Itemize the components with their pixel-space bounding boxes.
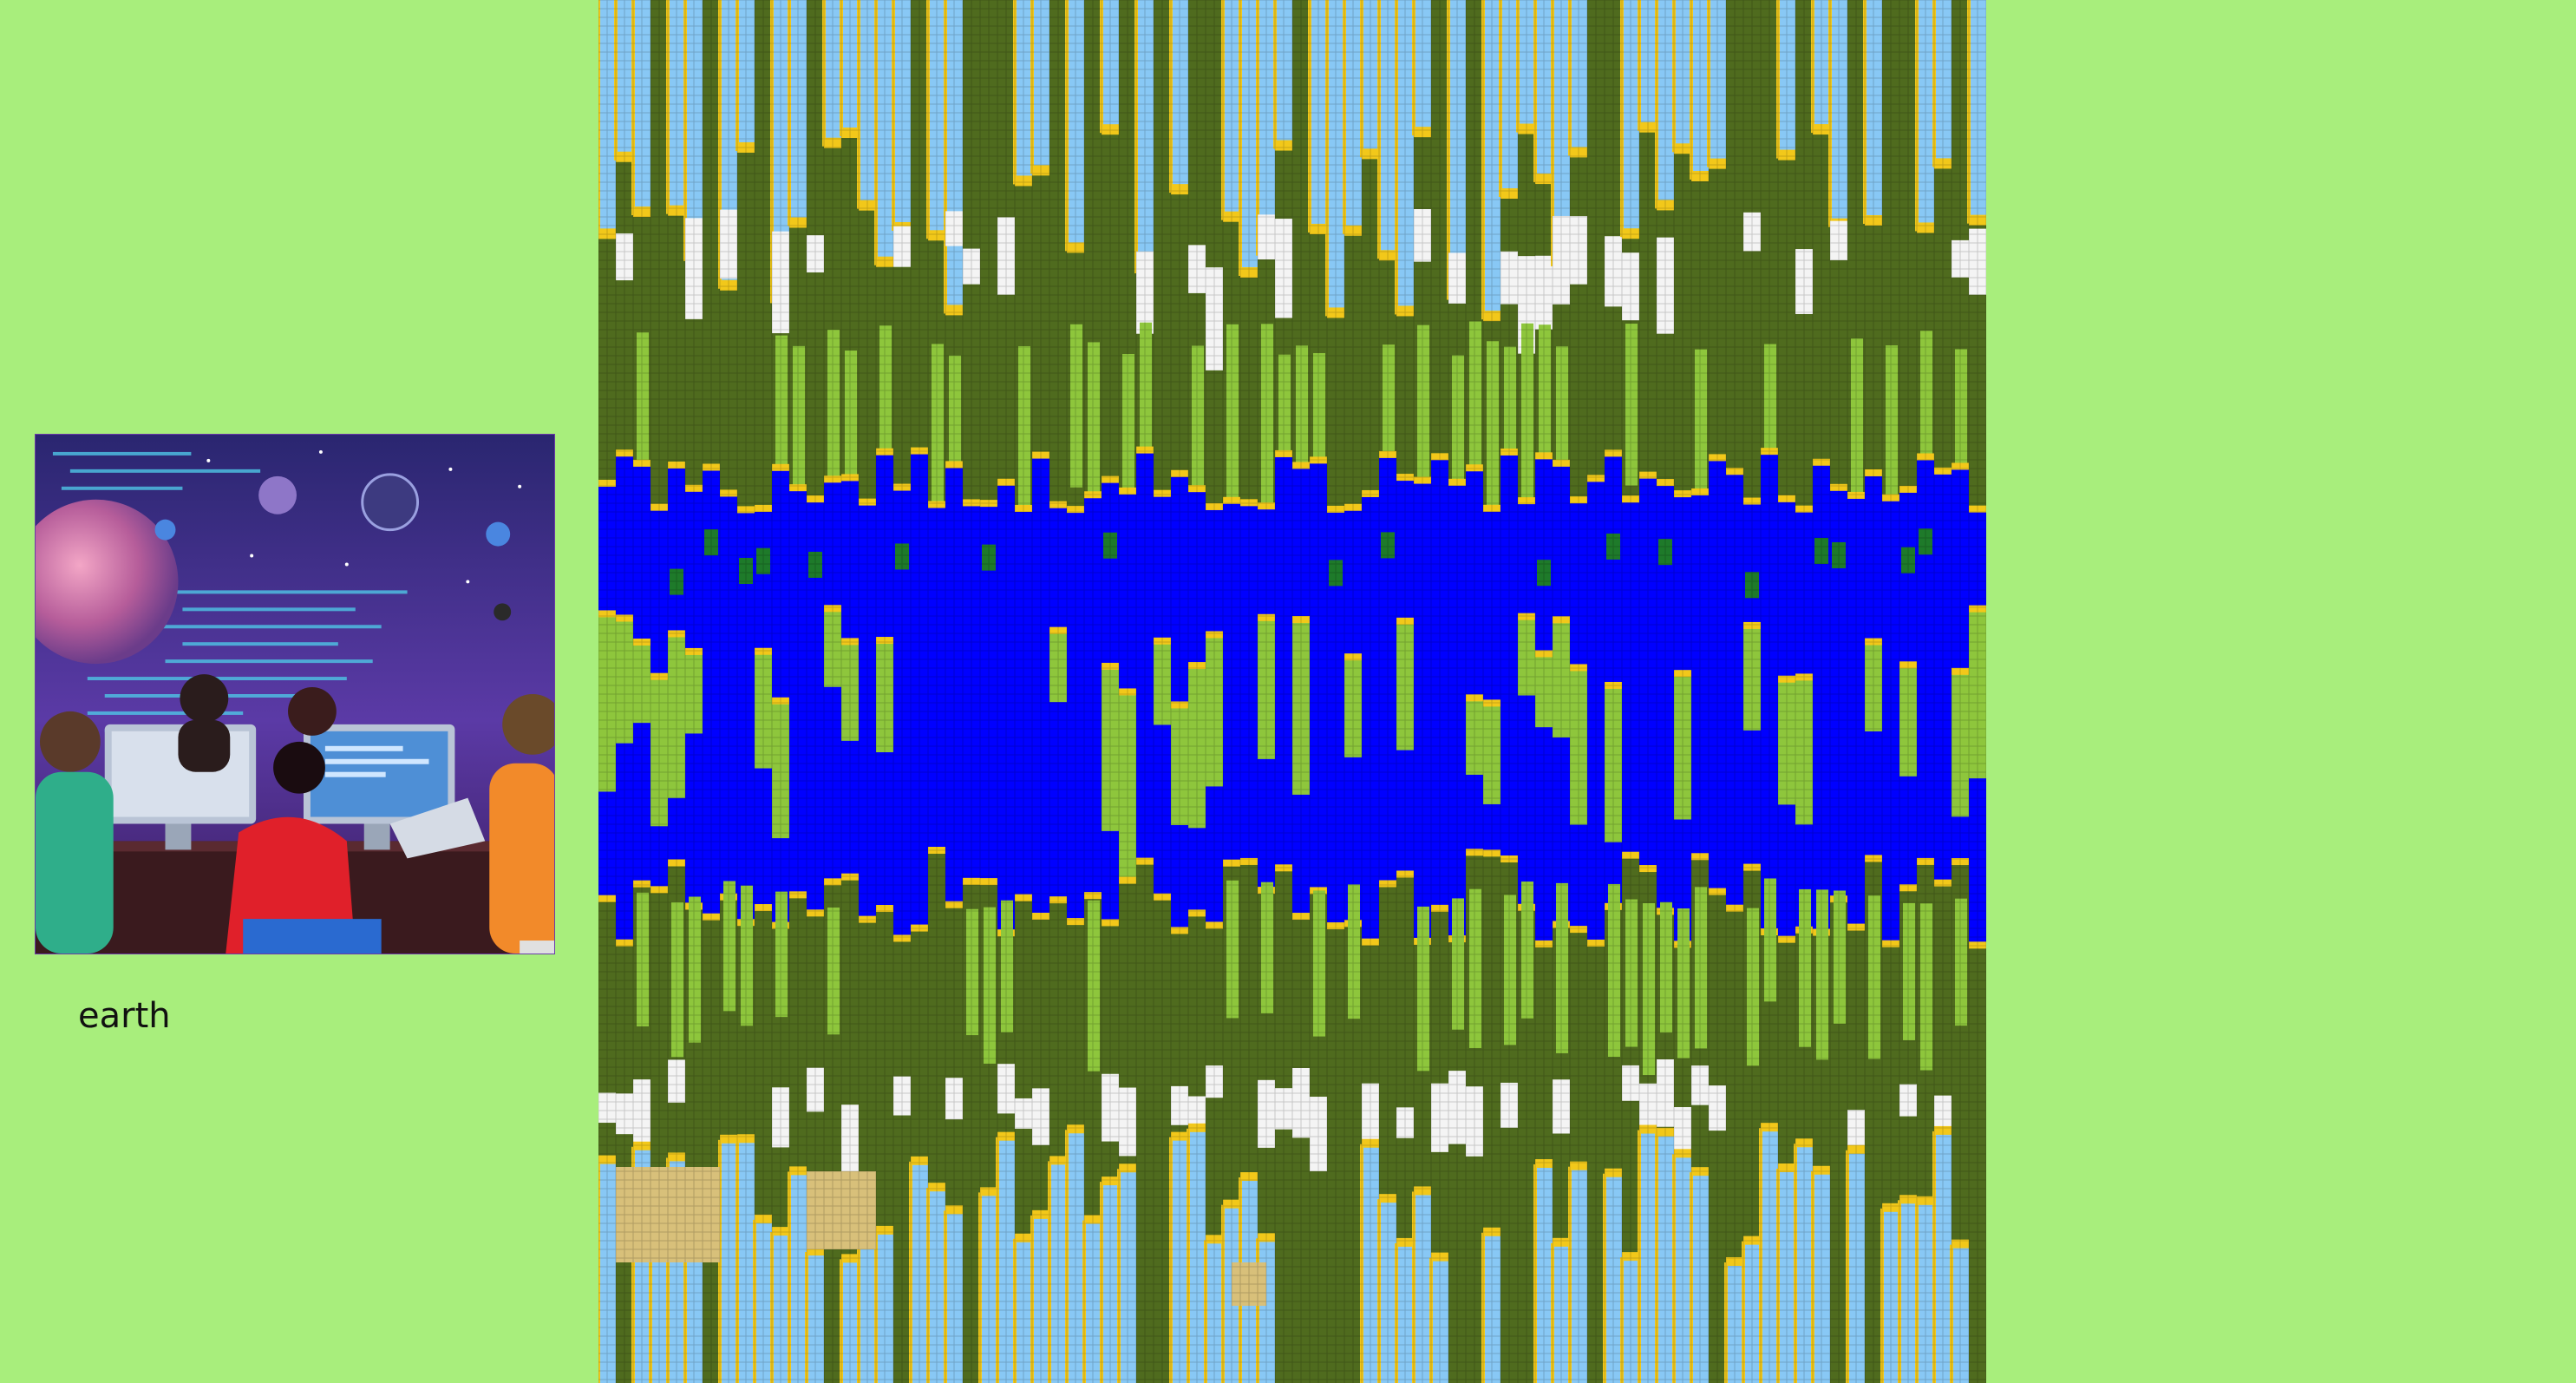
grass-strip: [1695, 350, 1707, 512]
grass-strip: [984, 908, 996, 1064]
grass-strip: [741, 886, 753, 1026]
grass-strip: [1625, 324, 1638, 486]
world-preview-image[interactable]: [35, 434, 555, 954]
grass-strip: [689, 896, 701, 1042]
world-name-label: earth: [78, 996, 171, 1036]
grass-strip: [1608, 884, 1620, 1057]
grass-strip: [1799, 889, 1811, 1047]
grass-strip: [1868, 895, 1880, 1059]
grass-strip: [932, 344, 944, 525]
space-lab-scene-icon: [36, 435, 554, 954]
world-map[interactable]: [598, 0, 1986, 1383]
terrain-map[interactable]: [598, 0, 1986, 1383]
grass-strip: [1747, 908, 1759, 1066]
grass-strip: [671, 902, 683, 1057]
grass-strip: [1556, 883, 1568, 1053]
grass-strip: [1504, 895, 1516, 1045]
grass-strip: [1834, 890, 1846, 1024]
grass-strip: [1018, 346, 1030, 519]
grass-strip: [1348, 884, 1360, 1019]
grass-strip: [1088, 901, 1100, 1072]
grass-strip: [1070, 324, 1082, 488]
grass-strip: [1816, 889, 1828, 1059]
grass-strip: [1521, 324, 1533, 504]
grass-strip: [1001, 901, 1013, 1032]
grass-strip: [1452, 898, 1464, 1029]
grass-strip: [1261, 882, 1273, 1013]
grass-strip: [1088, 342, 1100, 504]
grass-strip: [1122, 354, 1134, 510]
tile-grid: [598, 0, 1986, 1383]
grass-strip: [1677, 908, 1690, 1059]
grass-strip: [1764, 878, 1776, 1001]
grass-strip: [1625, 900, 1638, 1047]
grass-strip: [1226, 324, 1239, 519]
grass-strip: [1660, 902, 1672, 1032]
grass-strip: [1261, 324, 1273, 523]
